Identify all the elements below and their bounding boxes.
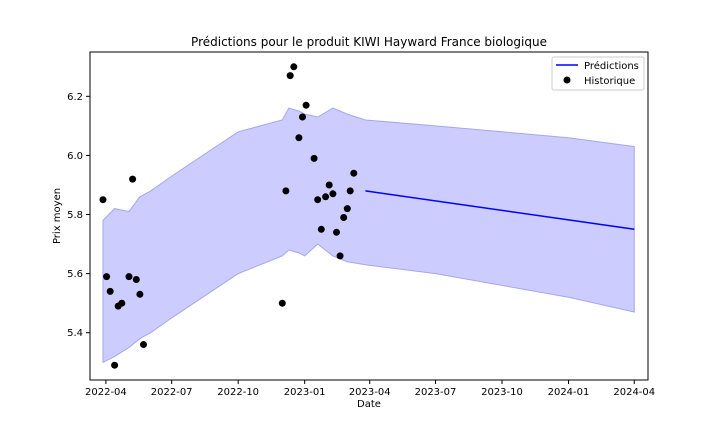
history-point xyxy=(125,273,133,281)
x-tick-label: 2023-10 xyxy=(481,387,523,398)
history-point xyxy=(278,299,286,307)
history-point xyxy=(282,187,290,195)
history-point xyxy=(129,175,137,183)
history-point xyxy=(140,341,147,348)
history-point xyxy=(299,113,306,121)
history-point xyxy=(329,190,337,198)
y-tick-label: 5.4 xyxy=(67,328,83,339)
history-point xyxy=(286,72,294,80)
legend-label: Historique xyxy=(584,76,635,87)
legend: Prédictions Historique xyxy=(551,56,645,91)
history-point xyxy=(343,205,351,213)
history-point xyxy=(340,214,348,221)
x-axis-title: Date xyxy=(357,399,381,410)
history-point xyxy=(136,290,144,298)
history-point xyxy=(310,154,318,162)
x-tick-label: 2023-04 xyxy=(349,387,391,398)
y-tick-label: 6.0 xyxy=(67,151,83,162)
history-point xyxy=(314,196,322,204)
prediction-interval-band xyxy=(102,107,635,364)
history-point xyxy=(346,187,354,195)
plot-area: 2022-04 2022-07 2022-10 2023-01 2023-04 2023-… xyxy=(67,51,655,398)
history-point xyxy=(132,276,140,283)
x-tick-label: 2023-01 xyxy=(284,387,326,398)
history-point xyxy=(322,193,330,201)
prediction-line xyxy=(365,190,635,231)
chart-title: Prédictions pour le produit KIWI Hayward… xyxy=(191,35,547,49)
history-point xyxy=(302,101,310,109)
x-tick-label: 2022-04 xyxy=(85,387,127,398)
history-point xyxy=(111,361,119,369)
history-point xyxy=(350,169,358,177)
history-point xyxy=(325,181,333,189)
y-tick-label: 5.6 xyxy=(67,269,83,280)
history-point xyxy=(333,228,340,236)
history-point xyxy=(317,225,325,233)
history-point xyxy=(336,252,344,260)
x-tick-label: 2024-01 xyxy=(548,387,590,398)
history-point xyxy=(99,196,107,204)
legend-label: Prédictions xyxy=(584,60,639,72)
legend-marker-swatch xyxy=(563,76,571,84)
x-tick-label: 2024-04 xyxy=(613,387,655,398)
history-point xyxy=(290,63,298,71)
axes-frame xyxy=(89,51,649,381)
x-tick-label: 2022-10 xyxy=(217,387,259,398)
history-point xyxy=(118,299,126,307)
x-tick-label: 2023-07 xyxy=(415,387,457,398)
history-point xyxy=(106,287,114,295)
history-point xyxy=(295,134,303,142)
y-tick-label: 5.8 xyxy=(67,210,83,221)
history-point xyxy=(103,273,111,281)
x-tick-label: 2022-07 xyxy=(151,387,193,398)
y-axis-title: Prix moyen xyxy=(52,188,63,244)
y-tick-label: 6.2 xyxy=(67,92,83,103)
